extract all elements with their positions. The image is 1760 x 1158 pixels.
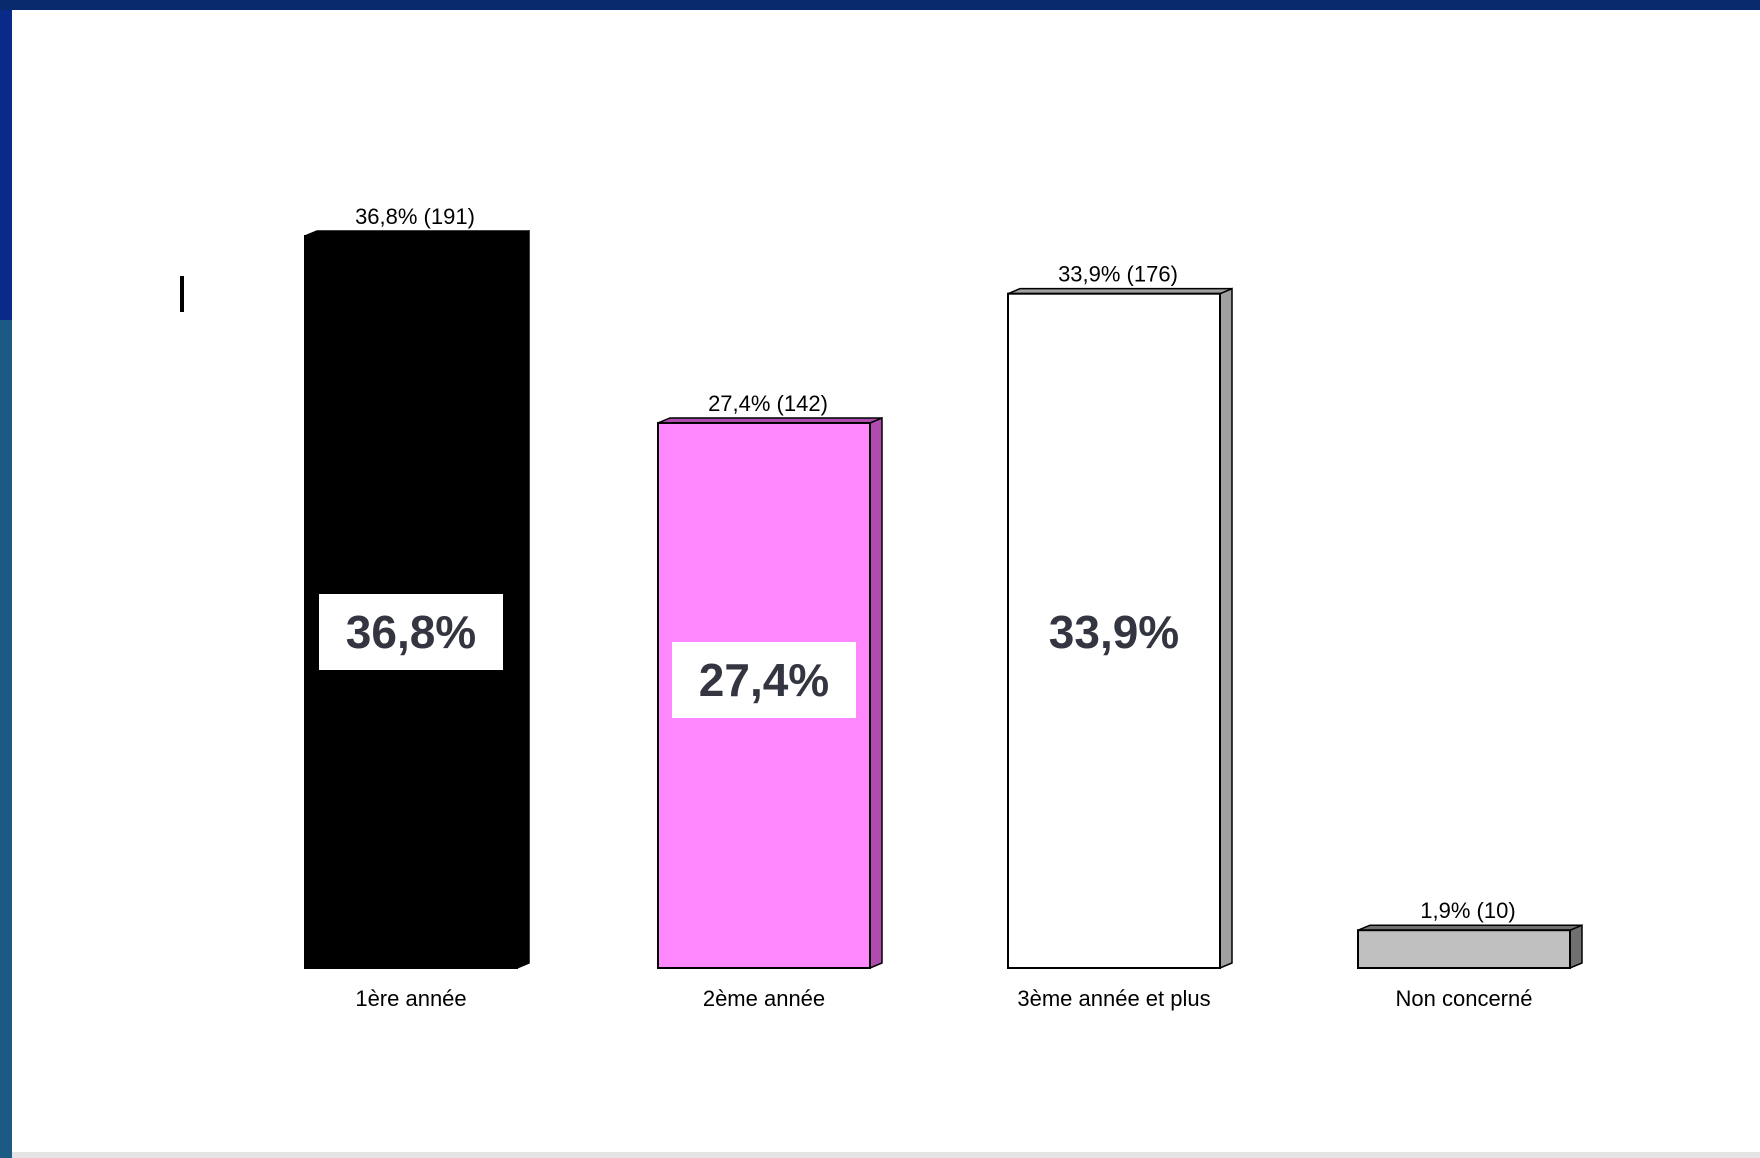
bar-3-inner-label: 33,9% [1049,606,1179,658]
bar-4-side [1569,924,1583,970]
category-label-1: 1ère année [355,986,466,1011]
bar-chart: 36,8% (191) 1ère année 36,8% 27,4% (142) 2èm… [304,204,1583,1011]
slide-top-band [0,0,1760,10]
text-cursor-mark [180,276,184,312]
bar-4-value-label: 1,9% (10) [1420,898,1515,923]
bar-4 [1357,929,1571,970]
bar-1-inner-label-box [319,594,503,670]
bar-1-value-label: 36,8% (191) [355,204,475,229]
slide-bottom-line [12,1152,1760,1158]
bar-3-inner-label-box [1022,594,1206,670]
slide-left-band-bottom [0,320,12,1158]
bar-1-inner-label: 36,8% [346,606,476,658]
category-label-3: 3ème année et plus [1017,986,1210,1011]
bar-2-value-label: 27,4% (142) [708,391,828,416]
bar-2-inner-label-box [672,642,856,718]
bar-3-value-label: 33,9% (176) [1058,262,1178,287]
chart-canvas: 36,8% (191) 1ère année 36,8% 27,4% (142) 2èm… [12,10,1760,1152]
bar-3-side [1219,287,1233,970]
category-label-2: 2ème année [703,986,825,1011]
bar-2-inner-label: 27,4% [699,654,829,706]
bar-1-side [516,229,530,970]
slide-left-band-top [0,10,12,320]
bar-2-side [869,416,883,970]
category-label-4: Non concerné [1396,986,1533,1011]
